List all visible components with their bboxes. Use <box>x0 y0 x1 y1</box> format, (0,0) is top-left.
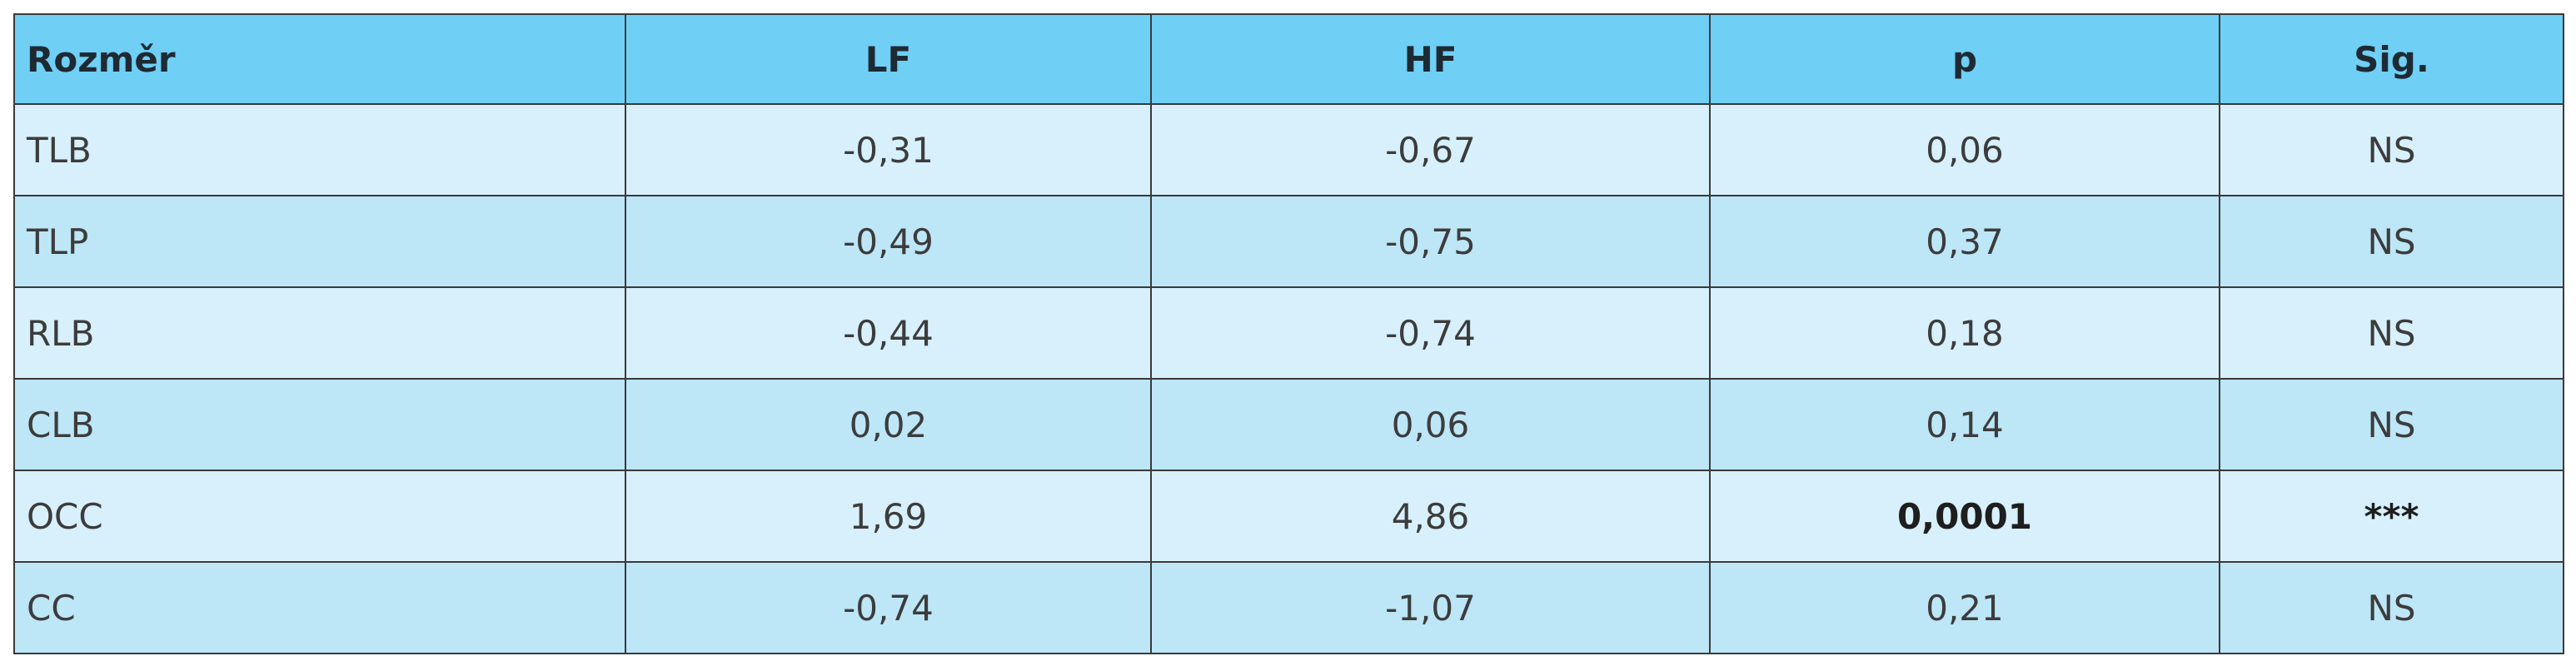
table-cell: NS <box>2219 561 2564 654</box>
table-row: CLB 0,02 0,06 0,14 NS <box>13 378 2564 471</box>
table-cell: 0,14 <box>1709 378 2220 471</box>
data-table: Rozměr LF HF p Sig. TLB -0,31 -0,67 0,06 NS TLP -0… <box>13 13 2564 654</box>
row-label: RLB <box>13 286 626 380</box>
table-cell: 0,06 <box>1150 378 1711 471</box>
table-cell: -0,67 <box>1150 103 1711 196</box>
table-cell: NS <box>2219 195 2564 288</box>
table-cell: 0,06 <box>1709 103 2220 196</box>
table-cell: -0,74 <box>625 561 1152 654</box>
table-row: TLP -0,49 -0,75 0,37 NS <box>13 195 2564 288</box>
table-cell: -0,49 <box>625 195 1152 288</box>
table-cell: 0,02 <box>625 378 1152 471</box>
table-cell: 0,21 <box>1709 561 2220 654</box>
table-cell: -0,44 <box>625 286 1152 380</box>
table-cell: -0,74 <box>1150 286 1711 380</box>
table-head: Rozměr LF HF p Sig. <box>13 13 2564 105</box>
table-cell: NS <box>2219 286 2564 380</box>
table-row: CC -0,74 -1,07 0,21 NS <box>13 561 2564 654</box>
table-cell: -0,75 <box>1150 195 1711 288</box>
header-cell: Rozměr <box>13 13 626 105</box>
row-label: TLP <box>13 195 626 288</box>
table-cell: 0,18 <box>1709 286 2220 380</box>
header-cell: p <box>1709 13 2220 105</box>
table-cell: NS <box>2219 378 2564 471</box>
header-cell: Sig. <box>2219 13 2564 105</box>
table-cell: 0,0001 <box>1709 470 2220 563</box>
table-body: TLB -0,31 -0,67 0,06 NS TLP -0,49 -0,75 0,37 NS RL… <box>13 103 2564 654</box>
table-container: Rozměr LF HF p Sig. TLB -0,31 -0,67 0,06 NS TLP -0… <box>13 13 2564 654</box>
header-cell: LF <box>625 13 1152 105</box>
table-cell: *** <box>2219 470 2564 563</box>
row-label: OCC <box>13 470 626 563</box>
row-label: TLB <box>13 103 626 196</box>
table-row: OCC 1,69 4,86 0,0001 *** <box>13 470 2564 563</box>
header-cell: HF <box>1150 13 1711 105</box>
row-label: CLB <box>13 378 626 471</box>
table-cell: 1,69 <box>625 470 1152 563</box>
row-label: CC <box>13 561 626 654</box>
table-cell: -0,31 <box>625 103 1152 196</box>
table-cell: 4,86 <box>1150 470 1711 563</box>
table-cell: 0,37 <box>1709 195 2220 288</box>
table-cell: -1,07 <box>1150 561 1711 654</box>
table-row: RLB -0,44 -0,74 0,18 NS <box>13 286 2564 380</box>
table-row: TLB -0,31 -0,67 0,06 NS <box>13 103 2564 196</box>
table-cell: NS <box>2219 103 2564 196</box>
header-row: Rozměr LF HF p Sig. <box>13 13 2564 105</box>
